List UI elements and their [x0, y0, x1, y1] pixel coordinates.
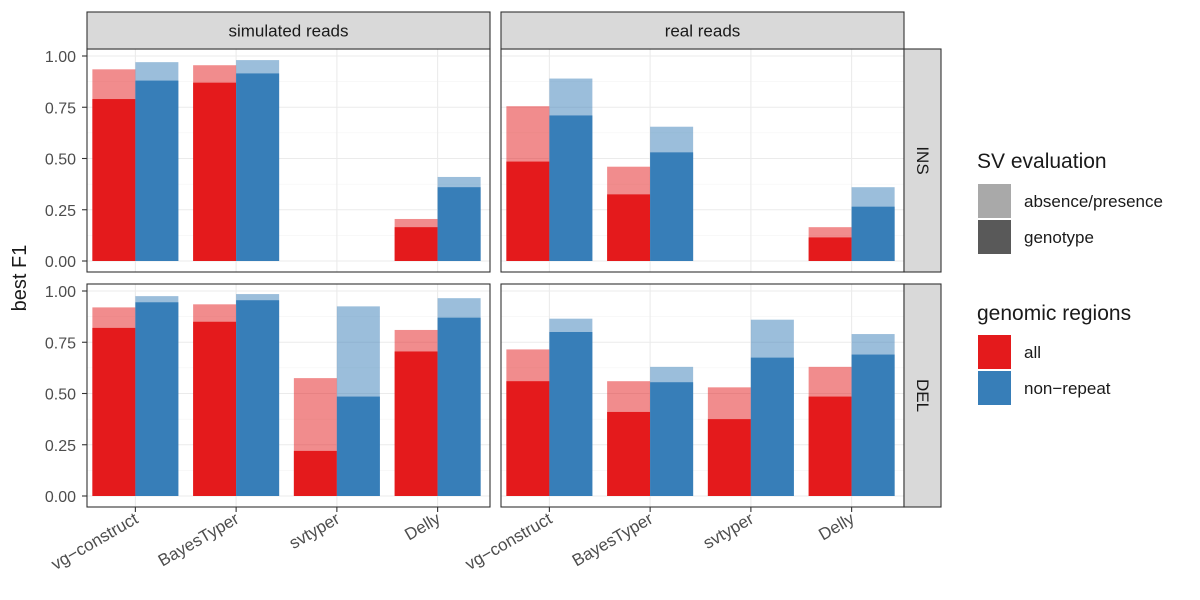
bar-non-repeat-genotype — [650, 382, 694, 496]
bar-all-genotype — [607, 194, 651, 261]
y-tick-label: 1.00 — [45, 49, 76, 66]
panel-border — [86, 283, 491, 508]
bar-non-repeat-genotype — [851, 354, 895, 496]
x-tick-label: Delly — [401, 509, 444, 545]
bar-all-genotype — [506, 161, 550, 261]
x-tick-label: Delly — [815, 509, 858, 545]
bar-all-genotype — [707, 419, 751, 496]
x-tick-label: BayesTyper — [155, 509, 243, 571]
bar-all-genotype — [92, 99, 136, 261]
legend-key — [978, 220, 1011, 254]
bar-non-repeat-genotype — [135, 80, 179, 261]
facet-strip-col — [500, 11, 905, 50]
facet-label-col: simulated reads — [228, 22, 348, 41]
bar-all-genotype — [808, 237, 852, 261]
y-tick-label: 0.50 — [45, 152, 76, 169]
x-tick-label: svtyper — [700, 509, 757, 553]
x-tick-label: BayesTyper — [569, 509, 657, 571]
bar-non-repeat-genotype — [851, 206, 895, 261]
bar-all-genotype — [92, 327, 136, 496]
x-tick-label: vg−construct — [48, 509, 142, 574]
legend-label: genotype — [1024, 228, 1094, 247]
bar-all-genotype — [193, 82, 237, 262]
facet-strip-col — [86, 11, 491, 50]
bar-non-repeat-genotype — [549, 115, 593, 261]
facet-label-row: DEL — [913, 379, 932, 412]
legend-title: SV evaluation — [977, 150, 1107, 173]
facet-label-col: real reads — [665, 22, 741, 41]
y-tick-label: 0.25 — [45, 438, 76, 455]
bar-all-genotype — [394, 227, 438, 261]
y-tick-label: 0.25 — [45, 203, 76, 220]
facet-strip-row — [903, 283, 942, 508]
legend-key — [978, 184, 1011, 218]
bar-non-repeat-genotype — [236, 73, 280, 261]
bar-non-repeat-genotype — [135, 302, 179, 496]
bar-non-repeat-genotype — [437, 317, 481, 496]
bar-non-repeat-genotype — [336, 396, 380, 496]
bar-all-genotype — [506, 381, 550, 496]
x-tick-label: svtyper — [286, 509, 343, 553]
bar-all-genotype — [607, 411, 651, 496]
legend-title: genomic regions — [977, 302, 1131, 325]
bar-non-repeat-genotype — [549, 332, 593, 496]
bar-non-repeat-genotype — [750, 357, 794, 496]
y-tick-label: 0.75 — [45, 100, 76, 117]
legend-label: non−repeat — [1024, 379, 1111, 398]
legend-label: all — [1024, 343, 1041, 362]
y-axis-title: best F1 — [9, 245, 31, 312]
y-tick-label: 0.50 — [45, 387, 76, 404]
bar-all-genotype — [394, 351, 438, 496]
x-tick-label: vg−construct — [462, 509, 556, 574]
bar-all-genotype — [293, 450, 337, 496]
legend-key — [978, 335, 1011, 369]
y-tick-label: 0.75 — [45, 335, 76, 352]
facet-label-row: INS — [913, 146, 932, 174]
bar-all-genotype — [193, 321, 237, 496]
y-tick-label: 0.00 — [45, 489, 76, 506]
bar-non-repeat-genotype — [236, 300, 280, 496]
bar-non-repeat-genotype — [650, 152, 694, 261]
bar-non-repeat-genotype — [437, 187, 481, 261]
y-tick-label: 1.00 — [45, 284, 76, 301]
y-tick-label: 0.00 — [45, 254, 76, 271]
bar-all-genotype — [808, 396, 852, 496]
legend-key — [978, 371, 1011, 405]
facet-strip-row — [903, 48, 942, 273]
legend-label: absence/presence — [1024, 192, 1163, 211]
